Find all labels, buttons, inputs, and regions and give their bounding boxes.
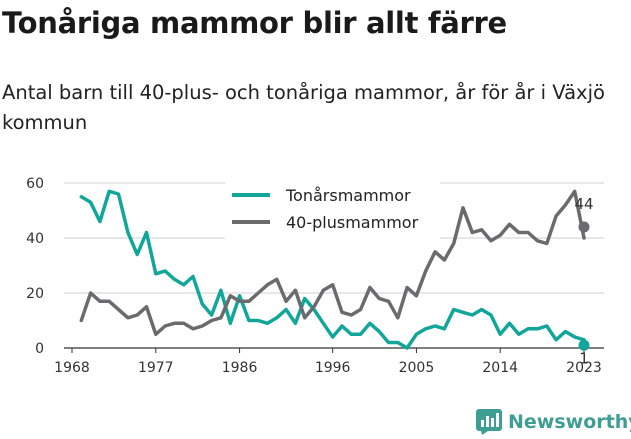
- x-tick-label-2023: 2023: [566, 360, 602, 376]
- brand-logo: Newsworthy: [476, 407, 631, 437]
- x-tick-label-1996: 1996: [315, 360, 351, 376]
- x-tick-label-1977: 1977: [138, 360, 174, 376]
- series-line-tonarsmammor: [79, 189, 586, 350]
- x-tick-label-2005: 2005: [399, 360, 435, 376]
- end-label-40-plusmammor: 44: [574, 195, 593, 213]
- legend-background: [225, 181, 440, 245]
- x-tick-label-1986: 1986: [222, 360, 258, 376]
- series-line-40-plusmammor: [79, 189, 586, 337]
- end-label-tonarsmammor: 1: [579, 349, 589, 367]
- chart-title: Tonåriga mammor blir allt färre: [2, 6, 507, 40]
- legend: Tonårsmammor 40-plusmammor: [225, 181, 440, 245]
- y-tick-label-0: 0: [35, 341, 44, 357]
- chart-subtitle: Antal barn till 40-plus- och tonåriga ma…: [2, 81, 605, 134]
- axis-layer: 0 20 40 60 1968 1977 1986 1996 2005 2014 2023: [26, 176, 604, 376]
- y-tick-label-20: 20: [26, 286, 44, 302]
- x-tick-label-1968: 1968: [54, 360, 90, 376]
- y-tick-label-60: 60: [26, 176, 44, 192]
- series-layer: [79, 189, 586, 350]
- end-marker-tonarsmammor: [578, 339, 590, 351]
- legend-label-40-plusmammor: 40-plusmammor: [286, 213, 419, 232]
- brand-name: Newsworthy: [508, 411, 631, 433]
- legend-label-tonarsmammor: Tonårsmammor: [285, 186, 411, 205]
- newsworthy-logo-icon: [476, 409, 502, 435]
- x-tick-label-2014: 2014: [482, 360, 518, 376]
- y-tick-label-40: 40: [26, 231, 44, 247]
- endpoint-layer: 1 44: [574, 195, 593, 367]
- end-marker-40-plusmammor: [578, 221, 590, 233]
